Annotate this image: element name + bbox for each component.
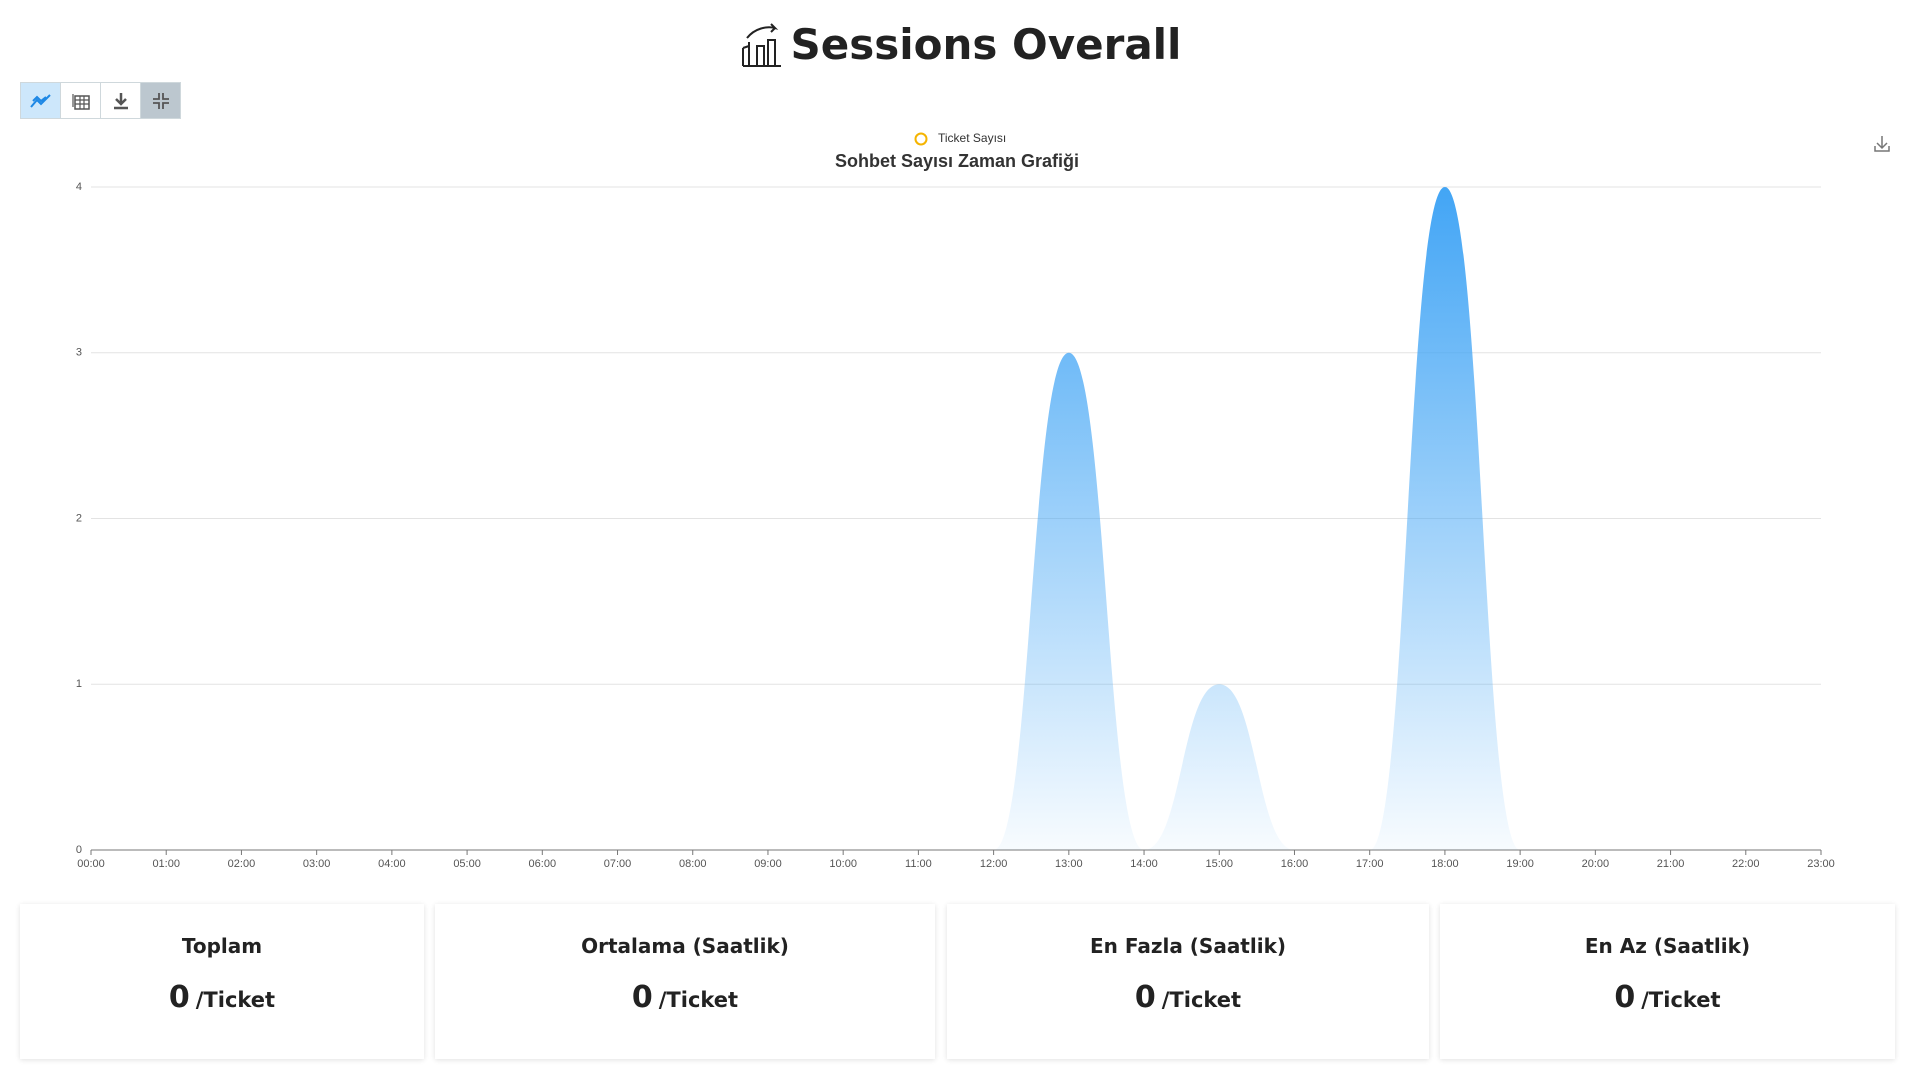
stat-value: 0 xyxy=(1614,980,1636,1015)
header: Sessions Overall xyxy=(0,20,1920,72)
x-tick-label: 02:00 xyxy=(228,858,256,870)
stat-value: 0 xyxy=(168,980,190,1015)
chart: Sohbet Sayısı Zaman Grafiği Ticket Sayıs… xyxy=(76,131,1890,870)
x-tick-label: 17:00 xyxy=(1356,858,1384,870)
table-view-button[interactable] xyxy=(61,83,101,118)
stat-unit: /Ticket xyxy=(1641,988,1721,1012)
x-tick-label: 16:00 xyxy=(1281,858,1309,870)
x-tick-label: 07:00 xyxy=(604,858,632,870)
x-tick-label: 23:00 xyxy=(1807,858,1835,870)
y-tick-label: 2 xyxy=(76,512,82,524)
x-tick-label: 18:00 xyxy=(1431,858,1459,870)
stat-value: 0 xyxy=(631,980,653,1015)
icon xyxy=(113,92,128,109)
stat-title: Ortalama (Saatlik) xyxy=(581,934,789,958)
x-tick-label: 14:00 xyxy=(1130,858,1158,870)
stat-value: 0 xyxy=(1134,980,1156,1015)
x-tick-label: 10:00 xyxy=(829,858,857,870)
x-tick-label: 19:00 xyxy=(1506,858,1534,870)
y-tick-label: 0 xyxy=(76,844,82,856)
x-tick-label: 15:00 xyxy=(1205,858,1233,870)
x-tick-label: 08:00 xyxy=(679,858,707,870)
title-text: Sessions Overall xyxy=(790,20,1182,69)
stat-value-row: 0/Ticket xyxy=(435,980,935,1015)
x-tick-label: 03:00 xyxy=(303,858,331,870)
stat-card: En Fazla (Saatlik) 0/Ticket xyxy=(947,904,1429,1059)
toolbar xyxy=(20,82,181,119)
collapse-button[interactable] xyxy=(141,83,180,118)
stat-card: Ortalama (Saatlik) 0/Ticket xyxy=(435,904,935,1059)
y-tick-label: 3 xyxy=(76,347,82,359)
stat-title: En Az (Saatlik) xyxy=(1584,934,1751,958)
x-tick-label: 04:00 xyxy=(378,858,406,870)
legend-marker xyxy=(914,132,928,146)
x-tick-label: 11:00 xyxy=(905,858,932,870)
stat-unit: /Ticket xyxy=(1161,988,1242,1012)
stat-card: En Az (Saatlik) 0/Ticket xyxy=(1440,904,1895,1059)
chart-icon xyxy=(741,22,781,67)
stat-value-row: 0/Ticket xyxy=(1440,980,1895,1015)
chart-title: Sohbet Sayısı Zaman Grafiği xyxy=(835,151,1079,171)
x-tick-label: 12:00 xyxy=(980,858,1008,870)
x-tick-label: 05:00 xyxy=(453,858,481,870)
page-title: Sessions Overall xyxy=(739,20,1182,69)
stat-title: Toplam xyxy=(181,934,263,958)
icon xyxy=(152,92,169,109)
stat-value-row: 0/Ticket xyxy=(947,980,1429,1015)
icon xyxy=(71,93,90,110)
download-button[interactable] xyxy=(101,83,141,118)
x-tick-label: 01:00 xyxy=(152,858,180,870)
stat-unit: /Ticket xyxy=(195,988,276,1012)
stat-unit: /Ticket xyxy=(658,988,739,1012)
icon xyxy=(29,93,51,108)
stat-card: Toplam 0/Ticket xyxy=(20,904,424,1059)
area xyxy=(91,187,1821,850)
download-icon[interactable] xyxy=(1874,136,1890,152)
x-tick-label: 20:00 xyxy=(1582,858,1610,870)
stat-title: En Fazla (Saatlik) xyxy=(1089,934,1287,958)
x-tick-label: 13:00 xyxy=(1055,858,1083,870)
y-tick-label: 1 xyxy=(76,678,82,690)
x-tick-label: 22:00 xyxy=(1732,858,1760,870)
x-tick-label: 06:00 xyxy=(529,858,557,870)
y-tick-label: 4 xyxy=(76,181,82,193)
line-view-button[interactable] xyxy=(21,83,61,118)
legend-label: Ticket Sayısı xyxy=(938,131,1006,145)
x-tick-label: 21:00 xyxy=(1657,858,1685,870)
x-tick-label: 00:00 xyxy=(77,858,105,870)
stat-value-row: 0/Ticket xyxy=(20,980,424,1015)
x-tick-label: 09:00 xyxy=(754,858,782,870)
